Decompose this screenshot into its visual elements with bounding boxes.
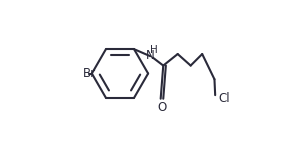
Text: H: H bbox=[150, 45, 158, 55]
Text: O: O bbox=[157, 101, 166, 114]
Text: Cl: Cl bbox=[218, 92, 230, 105]
Text: Br: Br bbox=[82, 67, 96, 80]
Text: N: N bbox=[146, 49, 155, 62]
